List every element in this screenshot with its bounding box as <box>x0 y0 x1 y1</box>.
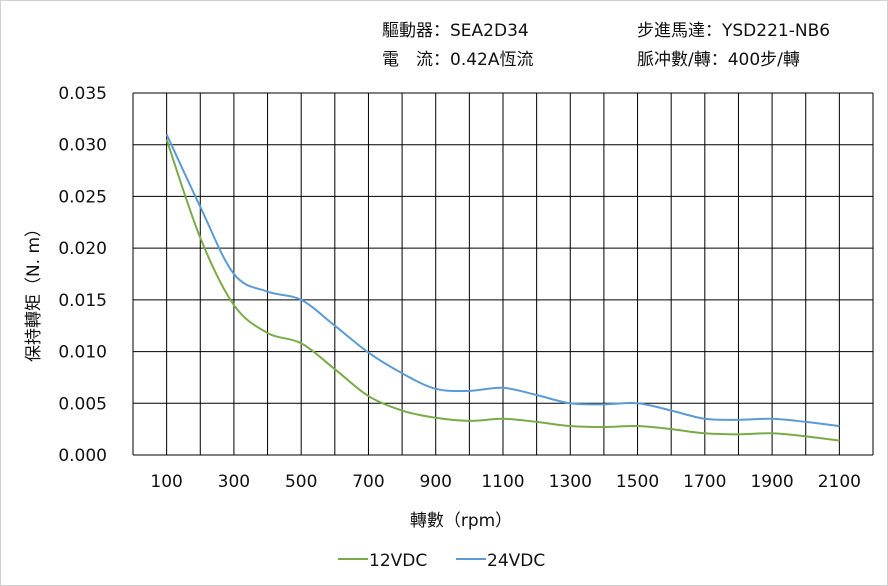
legend-label-12VDC: 12VDC <box>369 551 427 571</box>
motor-label: 步進馬達：YSD221-NB6 <box>637 21 831 41</box>
y-tick-label: 0.005 <box>58 394 107 414</box>
legend-label-24VDC: 24VDC <box>487 551 545 571</box>
driver-label: 驅動器：SEA2D34 <box>382 21 529 41</box>
x-tick-label: 900 <box>420 472 452 492</box>
x-tick-label: 1300 <box>549 472 592 492</box>
y-tick-label: 0.015 <box>58 291 107 311</box>
x-tick-label: 1500 <box>616 472 659 492</box>
x-tick-label: 700 <box>352 472 384 492</box>
series-line-12VDC <box>165 139 840 442</box>
x-tick-label: 300 <box>218 472 250 492</box>
y-tick-label: 0.035 <box>58 84 107 104</box>
x-tick-label: 2100 <box>818 472 861 492</box>
series-line-24VDC <box>165 133 840 428</box>
x-tick-label: 1900 <box>750 472 793 492</box>
x-tick-label: 100 <box>150 472 182 492</box>
y-axis-label: 保持轉矩（N. m） <box>24 220 44 362</box>
y-tick-label: 0.010 <box>58 343 107 363</box>
y-tick-label: 0.000 <box>58 446 107 466</box>
x-axis-label: 轉數（rpm） <box>410 511 512 531</box>
current-label: 電 流：0.42A恆流 <box>382 50 534 70</box>
y-tick-label: 0.030 <box>58 136 107 156</box>
x-tick-label: 500 <box>285 472 317 492</box>
y-tick-label: 0.025 <box>58 187 107 207</box>
pulses-label: 脈冲數/轉：400步/轉 <box>637 50 800 70</box>
x-tick-label: 1100 <box>481 472 524 492</box>
y-tick-label: 0.020 <box>58 239 107 259</box>
x-tick-label: 1700 <box>683 472 726 492</box>
